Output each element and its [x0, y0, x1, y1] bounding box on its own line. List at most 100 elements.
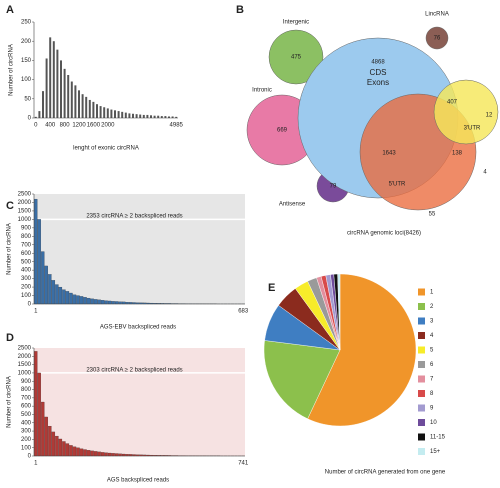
- y-tick-label: 1500: [18, 362, 32, 368]
- bar: [106, 108, 109, 118]
- region-count: 475: [291, 55, 302, 61]
- bar: [117, 111, 120, 118]
- bar: [62, 441, 66, 457]
- bar: [146, 114, 149, 118]
- panel-letter: E: [268, 282, 275, 294]
- legend-label: 11-15: [430, 435, 446, 441]
- bar: [135, 114, 138, 118]
- legend-label: 8: [430, 391, 434, 397]
- bar: [128, 113, 131, 118]
- region-count: 669: [277, 128, 288, 134]
- set-label-box: CDS Exons: [367, 68, 389, 87]
- y-tick-label: 1500: [18, 209, 32, 215]
- region-count: 1643: [382, 151, 396, 157]
- y-tick-label: 1000: [18, 217, 32, 223]
- x-axis-label: AGS-EBV backspliced reads: [100, 325, 176, 331]
- pie-slice: [307, 273, 417, 427]
- plot-background: [34, 194, 245, 304]
- legend-label: 10: [430, 420, 437, 426]
- y-tick-label: 700: [21, 242, 32, 248]
- y-tick-label: 2000: [18, 354, 32, 360]
- bar: [107, 300, 112, 305]
- y-axis-label: Number of circRNA: [9, 44, 15, 96]
- y-tick-label: 400: [21, 268, 32, 274]
- bar: [72, 294, 77, 305]
- legend-label: 2: [430, 304, 434, 310]
- bar: [67, 74, 70, 118]
- bar: [111, 301, 115, 305]
- set-label: 5'UTR: [389, 182, 406, 188]
- bar: [34, 116, 37, 118]
- set-label: LincRNA: [425, 12, 449, 18]
- y-tick-label: 100: [21, 293, 32, 299]
- bar: [55, 284, 59, 305]
- legend-label: 15+: [430, 449, 441, 455]
- y-tick-label: 1000: [18, 371, 32, 377]
- y-tick-label: 500: [21, 259, 32, 265]
- legend-swatch: [418, 448, 425, 455]
- bar: [139, 114, 142, 118]
- bar: [78, 90, 80, 118]
- x-axis-label: Number of circRNA generated from one gen…: [325, 470, 446, 476]
- bar: [99, 106, 102, 118]
- legend-label: 4: [430, 333, 434, 339]
- bar: [51, 280, 56, 305]
- y-tick-label: 900: [21, 225, 32, 231]
- bar: [103, 107, 106, 118]
- y-tick-label: 200: [21, 437, 32, 443]
- set-label: Intergenic: [283, 20, 309, 26]
- bar: [44, 265, 48, 305]
- region-count: 79: [330, 184, 337, 190]
- legend-swatch: [418, 390, 425, 397]
- bar: [93, 299, 98, 305]
- bar: [124, 112, 127, 118]
- y-tick-label: 50: [24, 96, 31, 102]
- legend-swatch: [418, 332, 425, 339]
- y-tick-label: 2500: [18, 346, 32, 352]
- legend-swatch: [418, 404, 425, 412]
- bar: [34, 351, 38, 457]
- bar: [70, 81, 73, 118]
- bar: [58, 438, 63, 457]
- bar: [164, 116, 167, 118]
- bar: [121, 111, 124, 118]
- bar: [72, 446, 77, 457]
- bar: [111, 453, 115, 457]
- bar: [49, 37, 52, 118]
- bar: [90, 450, 94, 457]
- region-count: 4: [483, 170, 487, 176]
- bar: [65, 291, 70, 305]
- y-tick-label: 800: [21, 387, 32, 393]
- bar: [65, 443, 70, 457]
- bar: [86, 450, 91, 457]
- x-tick-label: 1200: [72, 123, 86, 129]
- bar: [52, 41, 55, 119]
- bar: [37, 372, 41, 457]
- bar: [34, 198, 38, 305]
- bar: [153, 115, 156, 118]
- bar: [114, 110, 116, 118]
- bar: [88, 99, 91, 118]
- y-tick-label: 150: [21, 58, 32, 64]
- panel-letter: D: [6, 332, 14, 344]
- bar: [79, 448, 84, 457]
- bar: [41, 401, 45, 457]
- legend-label: 3: [430, 319, 434, 325]
- bar: [168, 116, 170, 118]
- venn-set: [425, 26, 449, 50]
- legend-swatch: [418, 361, 425, 368]
- y-axis-label: Number of circRNA: [7, 223, 13, 275]
- y-tick-label: 2000: [18, 200, 32, 206]
- y-axis-label: Number of circRNA: [7, 376, 13, 428]
- bar: [44, 416, 48, 457]
- bar: [96, 104, 98, 118]
- bar: [104, 452, 108, 457]
- bar: [100, 452, 105, 457]
- legend-label: 1: [430, 290, 434, 296]
- bar: [41, 251, 45, 305]
- panel-letter: B: [236, 4, 244, 16]
- x-axis-label: lenght of exonic circRNA: [73, 146, 139, 152]
- bar: [85, 96, 88, 118]
- bar: [114, 301, 119, 305]
- legend-label: 6: [430, 362, 434, 368]
